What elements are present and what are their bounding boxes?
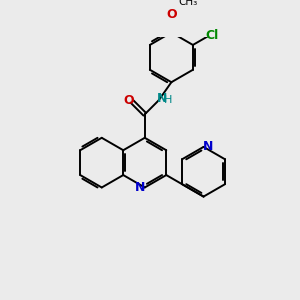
Text: H: H: [164, 95, 172, 105]
Text: Cl: Cl: [206, 29, 219, 42]
Text: N: N: [135, 181, 145, 194]
Text: O: O: [166, 8, 177, 21]
Text: N: N: [157, 92, 167, 105]
Text: N: N: [203, 140, 213, 153]
Text: CH₃: CH₃: [178, 0, 198, 7]
Text: O: O: [123, 94, 134, 106]
